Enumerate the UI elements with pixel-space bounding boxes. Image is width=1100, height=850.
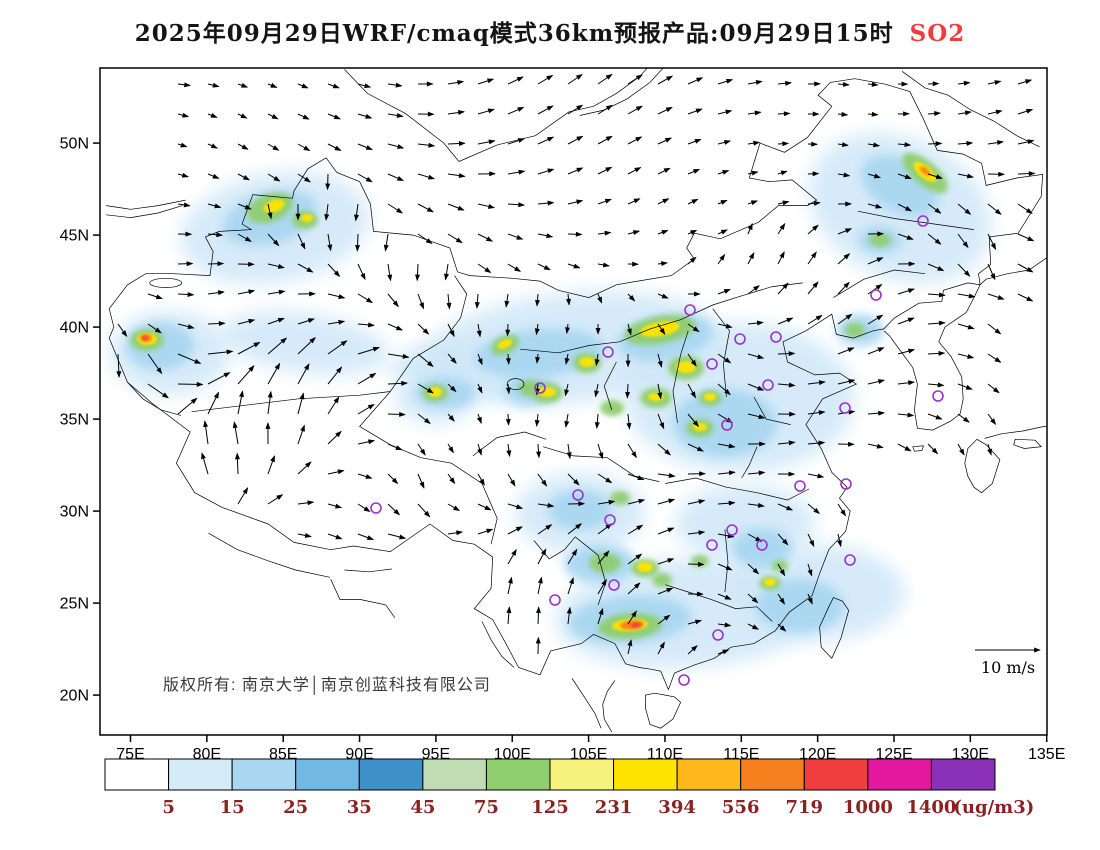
lat-label: 50N [60, 136, 89, 153]
colorbar-cell [358, 758, 424, 791]
colorbar-tick-label: 75 [474, 797, 499, 818]
station-marker [678, 674, 690, 686]
colorbar-cell [168, 758, 233, 791]
station-marker [762, 379, 774, 391]
station-marker [602, 346, 614, 358]
lat-label: 30N [60, 504, 89, 521]
colorbar-tick-label: 5 [162, 797, 175, 818]
colorbar: 5 15 25 35 45 75 125 231 394 556 719 1000 1400(ug/m3… [104, 758, 1034, 818]
station-marker [839, 402, 851, 414]
colorbar-unit-label: (ug/m3) [953, 797, 1034, 818]
so2-concentration-field [110, 132, 992, 669]
station-marker [734, 333, 746, 345]
colorbar-cell [676, 758, 742, 791]
lon-label: 135E [1028, 746, 1065, 763]
colorbar-cell [930, 758, 996, 791]
colorbar-tick-label: 35 [347, 797, 372, 818]
colorbar-tick-label: 1000 [843, 797, 893, 818]
colorbar-tick-label: 556 [722, 797, 760, 818]
station-marker [840, 478, 852, 490]
lat-label: 20N [60, 688, 89, 705]
copyright-text: 版权所有: 南京大学│南京创蓝科技有限公司 [163, 675, 491, 695]
colorbar-cell [422, 758, 487, 791]
station-marker [608, 579, 620, 591]
colorbar-tick-label: 45 [410, 797, 435, 818]
colorbar-tick-label: 15 [220, 797, 245, 818]
station-marker [572, 489, 584, 501]
station-marker [549, 594, 561, 606]
colorbar-tick-label: 125 [531, 797, 569, 818]
colorbar-tick-label: 25 [283, 797, 308, 818]
colorbar-tick-label: 1400 [906, 797, 956, 818]
wind-vector-field [116, 73, 1036, 655]
colorbar-cell [104, 758, 170, 791]
colorbar-cell [803, 758, 869, 791]
colorbar-cell [867, 758, 932, 791]
colorbar-cell [231, 758, 297, 791]
colorbar-tick-label: 719 [786, 797, 824, 818]
colorbar-cell [485, 758, 551, 791]
colorbar-cell [295, 758, 360, 791]
lat-label: 25N [60, 596, 89, 613]
station-marker [770, 331, 782, 343]
colorbar-cell [613, 758, 678, 791]
species-label: SO2 [909, 20, 966, 47]
station-marker [721, 419, 733, 431]
station-marker [756, 539, 768, 551]
station-marker [706, 358, 718, 370]
colorbar-cell [740, 758, 805, 791]
lat-label: 35N [60, 412, 89, 429]
lat-label: 40N [60, 320, 89, 337]
station-marker [870, 289, 882, 301]
station-marker [794, 480, 806, 492]
station-marker [712, 629, 724, 641]
colorbar-tick-label: 231 [595, 797, 633, 818]
station-marker [844, 554, 856, 566]
station-marker [706, 539, 718, 551]
station-marker [370, 502, 382, 514]
wind-scale-label: 10 m/s [981, 658, 1035, 677]
station-marker [534, 382, 546, 394]
figure-title: 2025年09月29日WRF/cmaq模式36km预报产品:09月29日15时 S… [0, 14, 1100, 48]
station-marker [932, 390, 944, 402]
title-text: 2025年09月29日WRF/cmaq模式36km预报产品:09月29日15时 [134, 20, 894, 47]
map-frame [99, 67, 1048, 736]
station-marker [684, 304, 696, 316]
station-marker [726, 524, 738, 536]
station-marker [917, 215, 929, 227]
lat-label: 45N [60, 228, 89, 245]
colorbar-cell [549, 758, 615, 791]
colorbar-tick-label: 394 [658, 797, 696, 818]
station-markers [370, 215, 944, 686]
station-marker [604, 514, 616, 526]
